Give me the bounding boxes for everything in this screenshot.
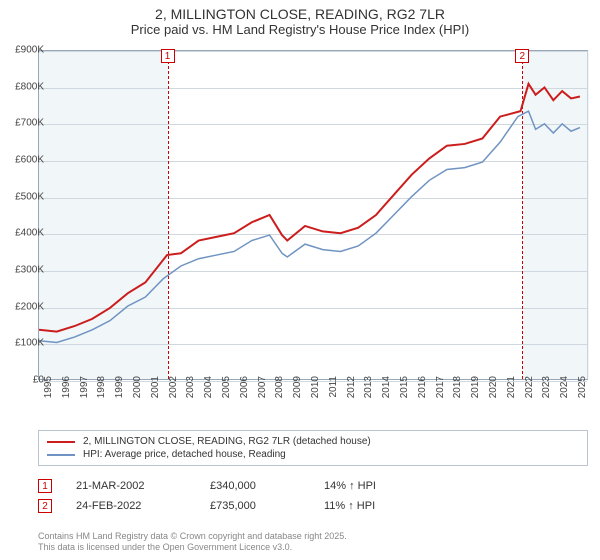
- xtick-label: 1998: [96, 376, 107, 416]
- xtick-label: 2005: [221, 376, 232, 416]
- xtick-label: 2014: [381, 376, 392, 416]
- row-price: £735,000: [210, 500, 300, 512]
- xtick-label: 2023: [541, 376, 552, 416]
- title-line2: Price paid vs. HM Land Registry's House …: [0, 22, 600, 37]
- xtick-label: 2000: [132, 376, 143, 416]
- ytick-label: £200K: [6, 301, 44, 312]
- ytick-label: £100K: [6, 338, 44, 349]
- row-pct: 11% ↑ HPI: [324, 500, 424, 512]
- row-number: 1: [38, 479, 52, 493]
- ytick-label: £300K: [6, 265, 44, 276]
- xtick-label: 2010: [310, 376, 321, 416]
- xtick-label: 2018: [452, 376, 463, 416]
- xtick-label: 1997: [79, 376, 90, 416]
- xtick-label: 2003: [185, 376, 196, 416]
- xtick-label: 1996: [61, 376, 72, 416]
- xtick-label: 2002: [168, 376, 179, 416]
- ytick-label: £800K: [6, 81, 44, 92]
- xtick-label: 2004: [203, 376, 214, 416]
- row-number: 2: [38, 499, 52, 513]
- xtick-label: 2013: [363, 376, 374, 416]
- xtick-label: 2021: [506, 376, 517, 416]
- footer-attribution: Contains HM Land Registry data © Crown c…: [38, 531, 347, 554]
- xtick-label: 2019: [470, 376, 481, 416]
- row-date: 24-FEB-2022: [76, 500, 186, 512]
- xtick-label: 2015: [399, 376, 410, 416]
- ytick-label: £900K: [6, 45, 44, 56]
- footer-line1: Contains HM Land Registry data © Crown c…: [38, 531, 347, 543]
- row-date: 21-MAR-2002: [76, 480, 186, 492]
- ytick-label: £400K: [6, 228, 44, 239]
- xtick-label: 2025: [577, 376, 588, 416]
- series-price_paid: [39, 84, 580, 332]
- ytick-label: £500K: [6, 191, 44, 202]
- legend-row: HPI: Average price, detached house, Read…: [47, 448, 579, 461]
- legend-label: 2, MILLINGTON CLOSE, READING, RG2 7LR (d…: [83, 436, 371, 447]
- xtick-label: 2007: [257, 376, 268, 416]
- data-rows: 1 21-MAR-2002 £340,000 14% ↑ HPI 2 24-FEB-202…: [38, 476, 588, 516]
- xtick-label: 2001: [150, 376, 161, 416]
- xtick-label: 1999: [114, 376, 125, 416]
- xtick-label: 2020: [488, 376, 499, 416]
- xtick-label: 2008: [274, 376, 285, 416]
- xtick-label: 2006: [239, 376, 250, 416]
- chart-lines-svg: [39, 51, 587, 379]
- title-block: 2, MILLINGTON CLOSE, READING, RG2 7LR Pr…: [0, 0, 600, 39]
- xtick-label: 2011: [328, 376, 339, 416]
- data-row: 2 24-FEB-2022 £735,000 11% ↑ HPI: [38, 496, 588, 516]
- legend-box: 2, MILLINGTON CLOSE, READING, RG2 7LR (d…: [38, 430, 588, 466]
- xtick-label: 2017: [435, 376, 446, 416]
- data-row: 1 21-MAR-2002 £340,000 14% ↑ HPI: [38, 476, 588, 496]
- legend-swatch: [47, 454, 75, 456]
- legend-row: 2, MILLINGTON CLOSE, READING, RG2 7LR (d…: [47, 435, 579, 448]
- xtick-label: 2012: [346, 376, 357, 416]
- ytick-label: £0: [6, 375, 44, 386]
- title-line1: 2, MILLINGTON CLOSE, READING, RG2 7LR: [0, 6, 600, 22]
- legend-label: HPI: Average price, detached house, Read…: [83, 449, 286, 460]
- footer-line2: This data is licensed under the Open Gov…: [38, 542, 347, 554]
- xtick-label: 2016: [417, 376, 428, 416]
- chart-container: 2, MILLINGTON CLOSE, READING, RG2 7LR Pr…: [0, 0, 600, 560]
- xtick-label: 2022: [524, 376, 535, 416]
- xtick-label: 2009: [292, 376, 303, 416]
- ytick-label: £700K: [6, 118, 44, 129]
- row-price: £340,000: [210, 480, 300, 492]
- row-pct: 14% ↑ HPI: [324, 480, 424, 492]
- chart-plot-area: 12 1995199619971998199920002001200220032…: [38, 50, 588, 380]
- legend-swatch: [47, 441, 75, 443]
- xtick-label: 2024: [559, 376, 570, 416]
- xtick-label: 1995: [43, 376, 54, 416]
- ytick-label: £600K: [6, 155, 44, 166]
